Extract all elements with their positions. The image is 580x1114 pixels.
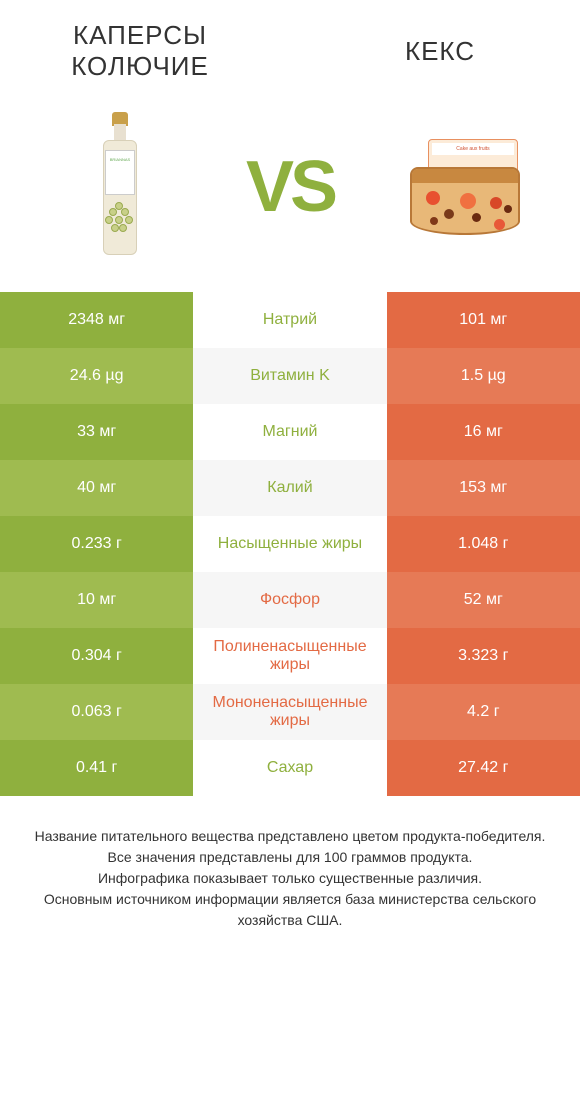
header-left-title: КАПЕРСЫ КОЛЮЧИЕ: [40, 20, 240, 82]
cell-right-value: 16 мг: [387, 404, 580, 460]
header-right-title: КЕКС: [340, 36, 540, 67]
table-row: 0.41 гСахар27.42 г: [0, 740, 580, 796]
cell-right-value: 153 мг: [387, 460, 580, 516]
cell-right-value: 52 мг: [387, 572, 580, 628]
table-row: 0.304 гПолиненасыщенные жиры3.323 г: [0, 628, 580, 684]
cell-left-value: 40 мг: [0, 460, 193, 516]
cell-left-value: 33 мг: [0, 404, 193, 460]
cell-right-value: 101 мг: [387, 292, 580, 348]
cell-nutrient-label: Калий: [193, 460, 386, 516]
footer-line: Основным источником информации является …: [20, 889, 560, 931]
table-row: 2348 мгНатрий101 мг: [0, 292, 580, 348]
cell-right-value: 3.323 г: [387, 628, 580, 684]
cell-left-value: 0.41 г: [0, 740, 193, 796]
cell-nutrient-label: Магний: [193, 404, 386, 460]
cell-left-value: 2348 мг: [0, 292, 193, 348]
vs-section: BRIANNAS VS Cake aux fruits: [0, 92, 580, 292]
cell-nutrient-label: Сахар: [193, 740, 386, 796]
table-row: 0.063 гМононенасыщенные жиры4.2 г: [0, 684, 580, 740]
product-left-image: BRIANNAS: [60, 107, 180, 267]
vs-label: VS: [246, 146, 334, 228]
comparison-table: 2348 мгНатрий101 мг24.6 µgВитамин K1.5 µ…: [0, 292, 580, 796]
cell-right-value: 1.5 µg: [387, 348, 580, 404]
cell-nutrient-label: Насыщенные жиры: [193, 516, 386, 572]
cell-left-value: 0.233 г: [0, 516, 193, 572]
table-row: 10 мгФосфор52 мг: [0, 572, 580, 628]
product-right-image: Cake aux fruits: [400, 107, 520, 267]
footer: Название питательного вещества представл…: [0, 796, 580, 951]
cell-right-value: 4.2 г: [387, 684, 580, 740]
cell-right-value: 1.048 г: [387, 516, 580, 572]
cell-left-value: 0.063 г: [0, 684, 193, 740]
bottle-icon: BRIANNAS: [95, 112, 145, 262]
cell-right-value: 27.42 г: [387, 740, 580, 796]
footer-line: Все значения представлены для 100 граммо…: [20, 847, 560, 868]
cake-icon: Cake aux fruits: [400, 137, 520, 237]
footer-line: Инфографика показывает только существенн…: [20, 868, 560, 889]
cell-nutrient-label: Витамин K: [193, 348, 386, 404]
table-row: 24.6 µgВитамин K1.5 µg: [0, 348, 580, 404]
table-row: 33 мгМагний16 мг: [0, 404, 580, 460]
cell-nutrient-label: Натрий: [193, 292, 386, 348]
cell-nutrient-label: Полиненасыщенные жиры: [193, 628, 386, 684]
cell-left-value: 0.304 г: [0, 628, 193, 684]
cell-nutrient-label: Мононенасыщенные жиры: [193, 684, 386, 740]
table-row: 40 мгКалий153 мг: [0, 460, 580, 516]
cell-left-value: 10 мг: [0, 572, 193, 628]
cell-nutrient-label: Фосфор: [193, 572, 386, 628]
footer-line: Название питательного вещества представл…: [20, 826, 560, 847]
cell-left-value: 24.6 µg: [0, 348, 193, 404]
header: КАПЕРСЫ КОЛЮЧИЕ КЕКС: [0, 0, 580, 92]
table-row: 0.233 гНасыщенные жиры1.048 г: [0, 516, 580, 572]
